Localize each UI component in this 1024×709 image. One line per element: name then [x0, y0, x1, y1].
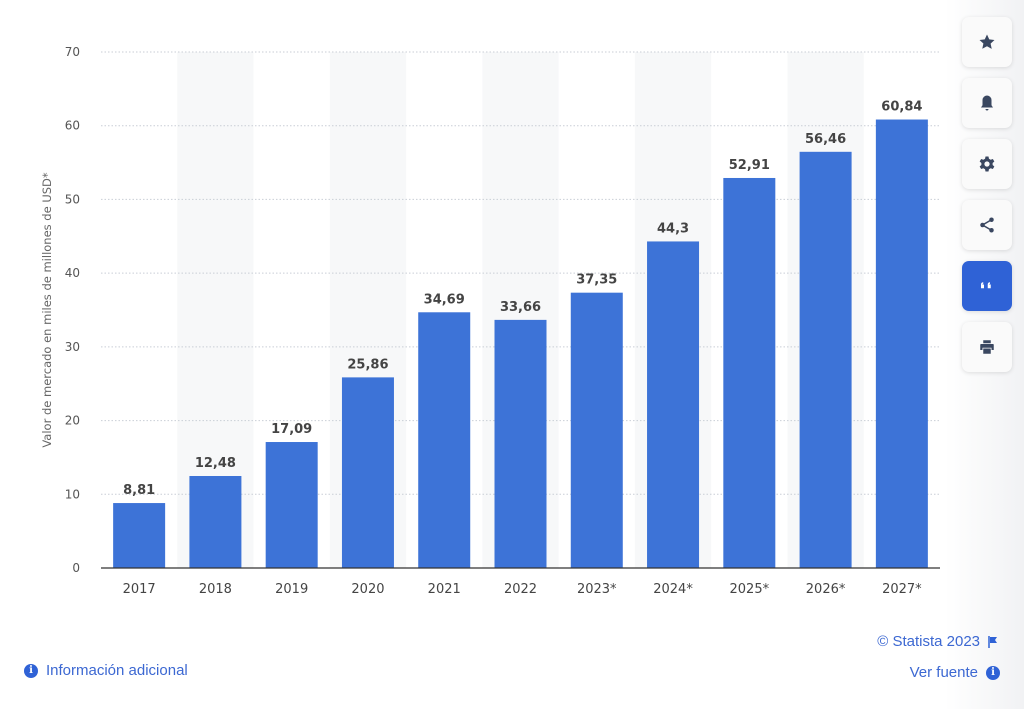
bar	[875, 119, 928, 569]
additional-info-label: Información adicional	[46, 662, 188, 679]
y-tick-label: 20	[65, 414, 80, 428]
favorite-button[interactable]	[962, 17, 1012, 67]
y-tick-label: 10	[65, 487, 80, 501]
x-tick-label: 2018	[199, 582, 232, 597]
bell-icon	[981, 95, 993, 111]
copyright-text: © Statista 2023	[877, 633, 980, 650]
source-link[interactable]: Ver fuente i	[910, 664, 1000, 681]
bar	[418, 312, 471, 568]
x-tick-label: 2023*	[577, 582, 617, 597]
source-label: Ver fuente	[909, 664, 978, 681]
bar	[341, 377, 394, 568]
data-label: 52,91	[729, 158, 770, 173]
bar	[570, 292, 623, 568]
flag-icon	[988, 635, 997, 648]
bar	[647, 241, 700, 568]
x-tick-label: 2017	[123, 582, 156, 597]
data-label: 25,86	[347, 357, 388, 372]
data-label: 17,09	[271, 422, 312, 437]
y-axis-label: Valor de mercado en miles de millones de…	[40, 172, 54, 448]
data-label: 56,46	[805, 132, 846, 147]
cite-button[interactable]	[962, 261, 1012, 311]
x-tick-label: 2025*	[730, 582, 770, 597]
settings-button[interactable]	[962, 139, 1012, 189]
bar	[494, 319, 547, 568]
info-icon: i	[986, 665, 1000, 680]
y-tick-label: 70	[65, 45, 80, 59]
x-tick-label: 2020	[351, 582, 384, 597]
data-label: 12,48	[195, 456, 236, 471]
y-tick-label: 50	[65, 192, 80, 206]
share-button[interactable]	[962, 200, 1012, 250]
print-button[interactable]	[962, 322, 1012, 372]
x-tick-label: 2026*	[806, 582, 846, 597]
notification-button[interactable]	[962, 78, 1012, 128]
data-label: 60,84	[881, 100, 922, 115]
x-tick-label: 2021	[428, 582, 461, 597]
y-tick-label: 0	[72, 561, 80, 575]
bar	[723, 177, 776, 568]
x-tick-label: 2022	[504, 582, 537, 597]
share-icon	[980, 217, 994, 233]
info-icon: i	[24, 663, 38, 678]
y-tick-label: 30	[65, 340, 80, 354]
additional-info-link[interactable]: i Información adicional	[24, 662, 188, 679]
print-icon	[980, 340, 994, 354]
bar	[265, 442, 318, 568]
data-label: 37,35	[576, 273, 617, 288]
x-tick-label: 2019	[275, 582, 308, 597]
data-label: 33,66	[500, 300, 541, 315]
x-tick-label: 2024*	[653, 582, 693, 597]
data-label: 8,81	[123, 483, 155, 498]
star-icon	[979, 34, 995, 49]
quote-icon	[981, 282, 991, 289]
y-tick-label: 40	[65, 266, 80, 280]
x-tick-label: 2027*	[882, 582, 922, 597]
y-tick-label: 60	[65, 119, 80, 133]
gear-icon	[979, 156, 995, 172]
bar	[799, 151, 852, 568]
copyright-link[interactable]: © Statista 2023	[877, 633, 998, 650]
bar	[113, 503, 166, 568]
bar-chart: 0 10 20 30 40 50 60 70 Valor de mercado en miles…	[40, 45, 940, 597]
data-label: 34,69	[424, 292, 465, 307]
bar	[189, 476, 242, 568]
data-label: 44,3	[657, 221, 689, 236]
